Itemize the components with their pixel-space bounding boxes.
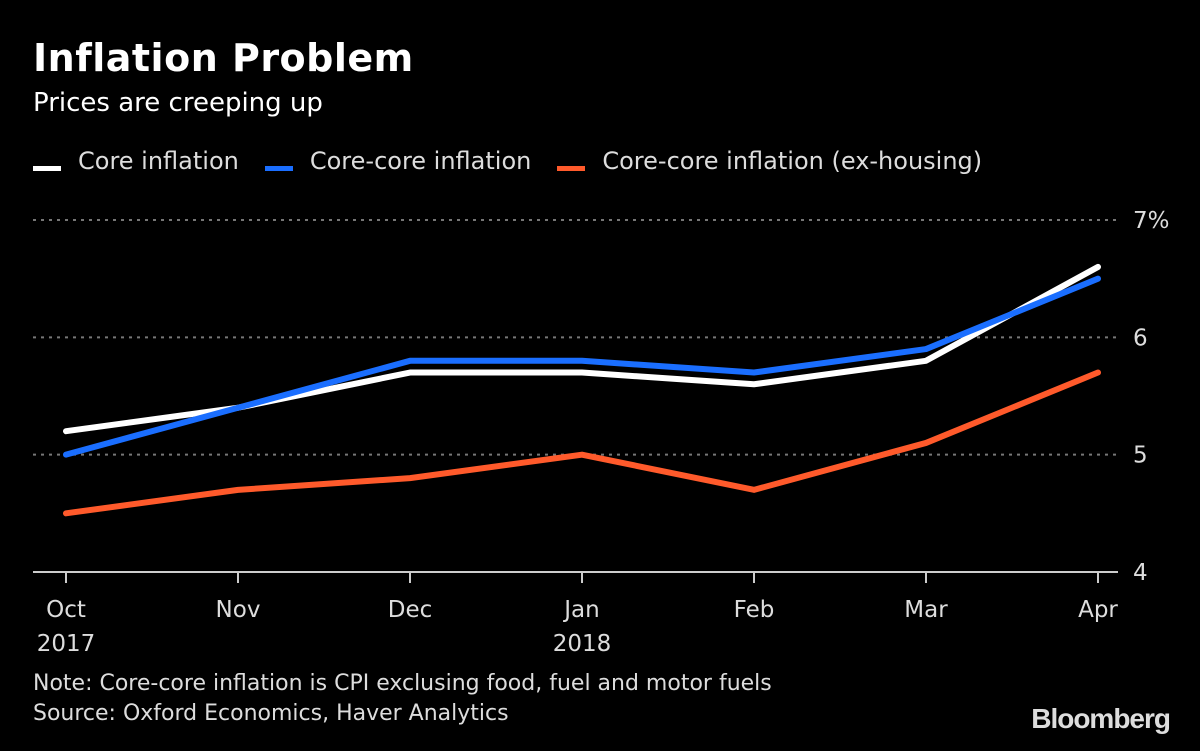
series-line-core-core-inflation bbox=[63, 275, 1101, 458]
legend-item-core-core: Core-core inflation bbox=[264, 147, 532, 175]
x-tick-label: Feb bbox=[734, 597, 775, 623]
x-year-label: 2017 bbox=[37, 631, 96, 657]
legend-label-ex-housing: Core-core inflation (ex-housing) bbox=[602, 147, 983, 175]
x-tick-label: Oct bbox=[46, 597, 86, 623]
series-line-core-inflation bbox=[63, 263, 1101, 435]
y-tick-label: 5 bbox=[1133, 443, 1148, 469]
x-tick-label: Mar bbox=[904, 597, 948, 623]
x-tick-label: Nov bbox=[216, 597, 261, 623]
footnote: Note: Core-core inflation is CPI exclusi… bbox=[33, 671, 772, 696]
legend-label-core-core: Core-core inflation bbox=[309, 147, 532, 175]
series-line-core-core-inflation-ex-housing bbox=[63, 369, 1101, 517]
legend: Core inflation Core-core inflation Core-… bbox=[33, 145, 1008, 177]
legend-item-ex-housing: Core-core inflation (ex-housing) bbox=[557, 147, 982, 175]
chart-subtitle: Prices are creeping up bbox=[33, 88, 323, 118]
x-tick-label: Dec bbox=[388, 597, 433, 623]
x-year-label: 2018 bbox=[553, 631, 612, 657]
source-note: Source: Oxford Economics, Haver Analytic… bbox=[33, 701, 509, 726]
y-tick-label: 4 bbox=[1133, 560, 1148, 586]
x-tick-label: Apr bbox=[1078, 597, 1118, 623]
legend-swatch-core bbox=[33, 165, 61, 171]
legend-item-core: Core inflation bbox=[33, 147, 239, 175]
y-tick-label: 6 bbox=[1133, 325, 1148, 351]
x-tick-label: Jan bbox=[562, 597, 599, 623]
legend-swatch-core-core bbox=[264, 165, 293, 171]
bloomberg-logo: Bloomberg bbox=[1031, 703, 1171, 734]
legend-label-core: Core inflation bbox=[78, 147, 239, 175]
y-tick-label: 7% bbox=[1133, 208, 1170, 234]
legend-swatch-ex-housing bbox=[557, 165, 586, 171]
chart-title: Inflation Problem bbox=[33, 36, 414, 80]
